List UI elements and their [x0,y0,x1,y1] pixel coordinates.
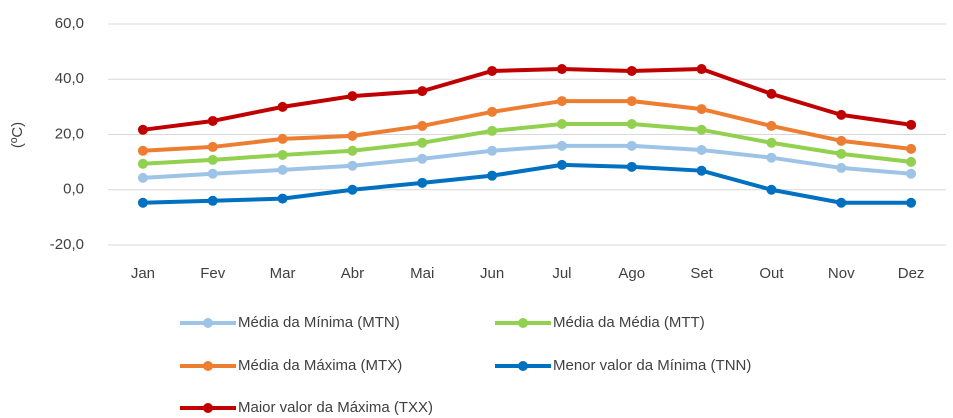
data-point [906,197,917,208]
line-series [142,122,912,166]
y-tick-label: 0,0 [63,181,84,198]
data-point [487,170,498,181]
data-point [836,135,847,146]
data-point [277,133,288,144]
legend-label: Menor valor da Mínima (TNN) [553,357,751,374]
x-tick-label: Set [690,265,713,282]
y-tick-label: -20,0 [50,236,84,253]
x-tick-label: Ago [618,265,645,282]
x-tick-label: Jan [131,265,155,282]
data-point [347,160,358,171]
data-point [626,161,637,172]
line-series [142,99,912,153]
data-point [417,86,428,97]
legend-marker [203,318,213,328]
data-point [556,140,567,151]
data-point [626,140,637,151]
data-point [277,193,288,204]
data-point [556,119,567,130]
y-tick-label: 20,0 [55,125,84,142]
data-point [417,120,428,131]
data-point [626,96,637,107]
y-tick-label: 60,0 [55,15,84,32]
data-point [766,184,777,195]
x-tick-label: Out [759,265,784,282]
x-tick-label: Fev [200,265,226,282]
x-tick-label: Mai [410,265,434,282]
data-point [207,154,218,165]
data-point [836,162,847,173]
data-point [487,65,498,76]
line-series [142,162,912,205]
data-point [347,184,358,195]
legend-marker [518,361,528,371]
data-point [836,109,847,120]
data-point [556,64,567,75]
data-point [207,115,218,126]
data-point [836,148,847,159]
data-point [696,64,707,75]
data-point [347,130,358,141]
data-point [137,172,148,183]
data-point [906,168,917,179]
data-point [906,156,917,167]
data-point [277,101,288,112]
y-tick-label: 40,0 [55,70,84,87]
data-point [207,141,218,152]
data-point [487,125,498,136]
data-point [556,159,567,170]
data-point [696,124,707,135]
data-point [417,177,428,188]
data-point [696,144,707,155]
data-point [347,91,358,102]
data-point [696,165,707,176]
line-series [142,143,912,180]
legend-marker [203,403,213,413]
data-point [766,152,777,163]
data-point [207,168,218,179]
x-tick-label: Dez [898,265,925,282]
data-point [626,65,637,76]
data-point [766,88,777,99]
data-point [277,164,288,175]
data-point [556,96,567,107]
data-point [906,143,917,154]
x-tick-label: Mar [270,265,296,282]
legend-marker [203,361,213,371]
data-point [137,145,148,156]
legend-label: Maior valor da Máxima (TXX) [238,399,433,416]
y-axis-label: (ºC) [9,122,26,148]
line-series [142,67,912,132]
data-point [137,197,148,208]
data-point [207,195,218,206]
legend-marker [518,318,528,328]
x-tick-label: Nov [828,265,855,282]
x-tick-label: Jun [480,265,504,282]
data-point [836,197,847,208]
data-point [487,106,498,117]
data-point [347,145,358,156]
data-point [137,158,148,169]
data-point [277,149,288,160]
legend-label: Média da Média (MTT) [553,314,705,331]
legend-label: Média da Máxima (MTX) [238,357,402,374]
data-point [696,104,707,115]
data-point [417,153,428,164]
data-point [906,119,917,130]
data-point [766,137,777,148]
data-point [417,137,428,148]
data-point [626,119,637,130]
x-tick-label: Jul [552,265,571,282]
data-point [766,120,777,131]
data-point [487,145,498,156]
legend-label: Média da Mínima (MTN) [238,314,400,331]
x-tick-label: Abr [341,265,364,282]
data-point [137,124,148,135]
